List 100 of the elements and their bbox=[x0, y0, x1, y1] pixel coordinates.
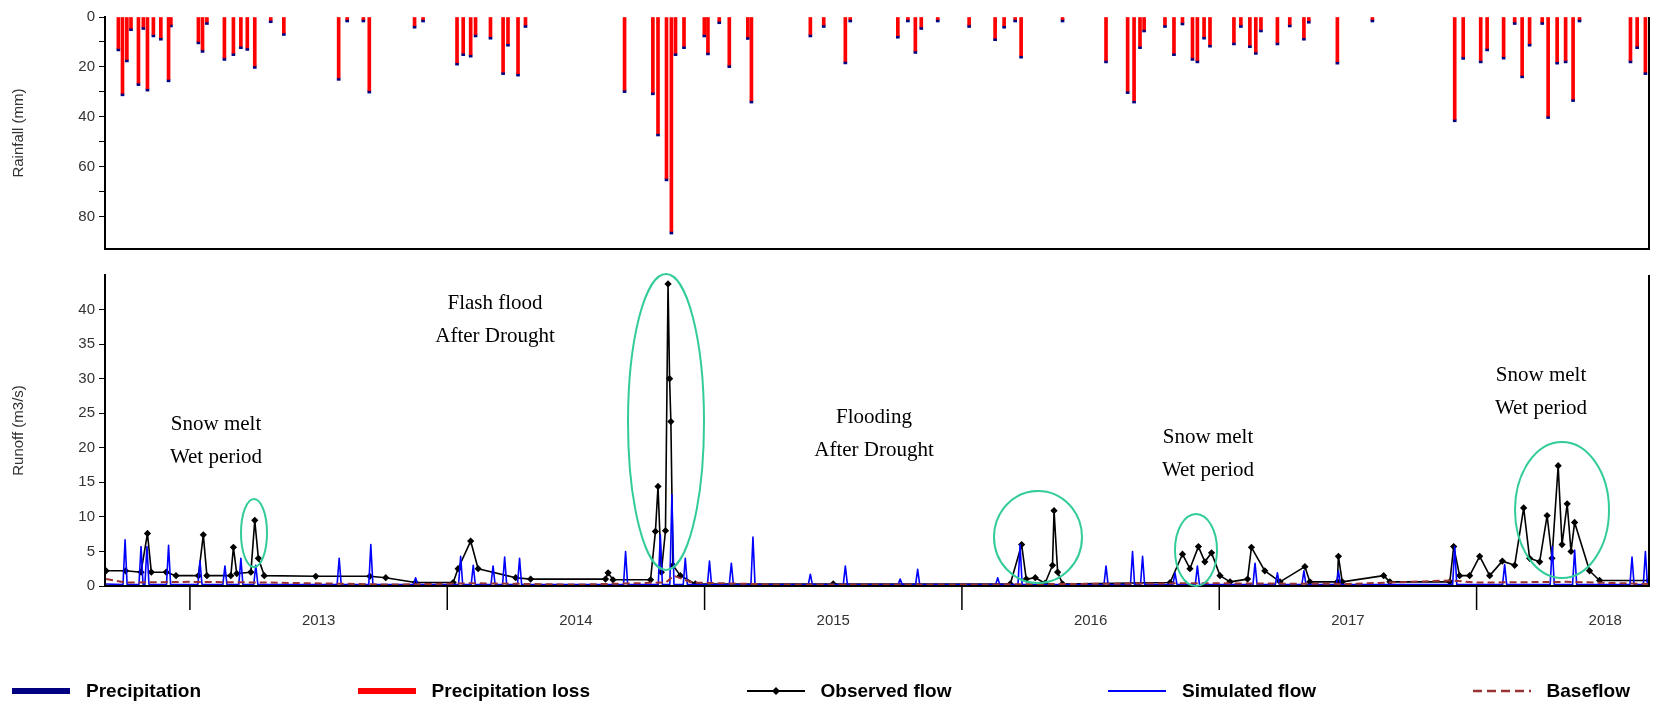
legend-label: Simulated flow bbox=[1181, 680, 1317, 702]
bar bbox=[1461, 17, 1466, 58]
y-tick-label: 15 bbox=[78, 472, 95, 490]
bar bbox=[745, 36, 750, 40]
legend-label: Precipitation bbox=[86, 680, 202, 702]
bar bbox=[1208, 17, 1212, 46]
line-series bbox=[105, 574, 1649, 586]
bar bbox=[967, 24, 971, 28]
y-tick-label: 30 bbox=[78, 368, 95, 386]
bar bbox=[1232, 17, 1236, 43]
bar bbox=[1512, 21, 1517, 25]
bar bbox=[1248, 17, 1252, 46]
bar bbox=[205, 21, 209, 25]
bar bbox=[1253, 51, 1258, 55]
bar bbox=[1287, 17, 1292, 25]
y-tick-label: 25 bbox=[78, 403, 95, 421]
y-tick-label: 20 bbox=[78, 57, 95, 75]
bar bbox=[252, 17, 257, 67]
bar bbox=[468, 17, 473, 55]
bar bbox=[245, 17, 250, 49]
bar bbox=[1002, 17, 1006, 27]
y-axis-title: Runoff (m3/s) bbox=[9, 385, 27, 476]
legend-label: Precipitation loss bbox=[431, 680, 590, 702]
y-tick-label: 0 bbox=[86, 576, 95, 594]
bar bbox=[919, 26, 924, 30]
bar bbox=[239, 17, 243, 47]
x-tick-label: 2015 bbox=[816, 611, 850, 629]
bar bbox=[1002, 25, 1006, 29]
annotation: Snow melt Wet period bbox=[1161, 424, 1255, 482]
y-tick-label: 0 bbox=[86, 7, 95, 25]
bar bbox=[455, 17, 459, 63]
bar bbox=[1571, 17, 1575, 100]
x-tick-label: 2017 bbox=[1331, 611, 1365, 629]
bar bbox=[367, 17, 372, 91]
annotation: Snow melt Wet period bbox=[1494, 362, 1588, 420]
bar bbox=[1172, 17, 1176, 54]
x-tick-label: 2014 bbox=[559, 611, 593, 629]
bar bbox=[1461, 56, 1466, 60]
bar bbox=[1635, 17, 1639, 47]
bar bbox=[821, 17, 826, 26]
bar bbox=[1202, 17, 1206, 38]
x-tick-label: 2016 bbox=[1073, 611, 1108, 629]
y-axis-title: Rainfall (mm) bbox=[9, 88, 27, 178]
bar bbox=[1163, 24, 1167, 28]
y-tick-label: 20 bbox=[78, 437, 95, 455]
bar bbox=[1302, 37, 1306, 41]
bar bbox=[1239, 17, 1243, 26]
bar bbox=[1202, 36, 1206, 40]
legend-label: Observed flow bbox=[820, 680, 952, 702]
bar bbox=[1546, 115, 1550, 119]
bar bbox=[245, 47, 250, 51]
bar bbox=[506, 43, 510, 47]
annotation: Flash flood After Drought bbox=[435, 290, 555, 348]
y-tick-label: 10 bbox=[78, 507, 95, 525]
bar bbox=[727, 17, 732, 66]
legend-label: Baseflow bbox=[1546, 680, 1630, 702]
bar bbox=[1512, 17, 1517, 23]
bar bbox=[706, 17, 710, 53]
annotation: Snow melt Wet period bbox=[169, 411, 263, 469]
bar bbox=[1485, 17, 1489, 49]
bar bbox=[1104, 17, 1108, 61]
bar bbox=[252, 65, 257, 69]
bar bbox=[282, 17, 286, 34]
bar bbox=[501, 71, 505, 75]
y-tick-label: 80 bbox=[78, 206, 95, 224]
bar bbox=[1138, 17, 1142, 47]
bar bbox=[1546, 17, 1550, 117]
bar bbox=[516, 17, 520, 74]
bar bbox=[1452, 17, 1457, 120]
bar bbox=[993, 17, 997, 39]
bar bbox=[159, 37, 163, 41]
bar bbox=[1163, 17, 1167, 26]
bar bbox=[1239, 24, 1243, 28]
bar bbox=[919, 17, 924, 28]
annotation: Flooding After Drought bbox=[814, 404, 934, 462]
bar bbox=[1208, 44, 1212, 48]
bar bbox=[1478, 17, 1483, 61]
x-tick-label: 2018 bbox=[1588, 611, 1622, 629]
bar bbox=[821, 24, 826, 28]
y-tick-label: 60 bbox=[78, 156, 95, 174]
bar bbox=[1132, 17, 1136, 101]
bar bbox=[682, 17, 686, 47]
bar bbox=[1540, 17, 1545, 23]
bar bbox=[282, 32, 286, 36]
y-tick-label: 40 bbox=[78, 299, 95, 317]
bar bbox=[727, 64, 732, 68]
bar bbox=[461, 17, 466, 54]
y-tick-label: 5 bbox=[86, 541, 95, 559]
bar bbox=[1019, 17, 1023, 56]
bar bbox=[1555, 17, 1559, 62]
bar bbox=[967, 17, 971, 26]
bar bbox=[896, 17, 900, 37]
bar bbox=[896, 35, 900, 39]
x-tick-label: 2013 bbox=[301, 611, 336, 629]
bar bbox=[1520, 17, 1524, 76]
bar bbox=[1571, 98, 1575, 102]
y-tick-label: 40 bbox=[78, 106, 95, 124]
bar bbox=[159, 17, 163, 39]
y-tick-label: 35 bbox=[78, 334, 95, 352]
bar bbox=[1540, 21, 1545, 25]
